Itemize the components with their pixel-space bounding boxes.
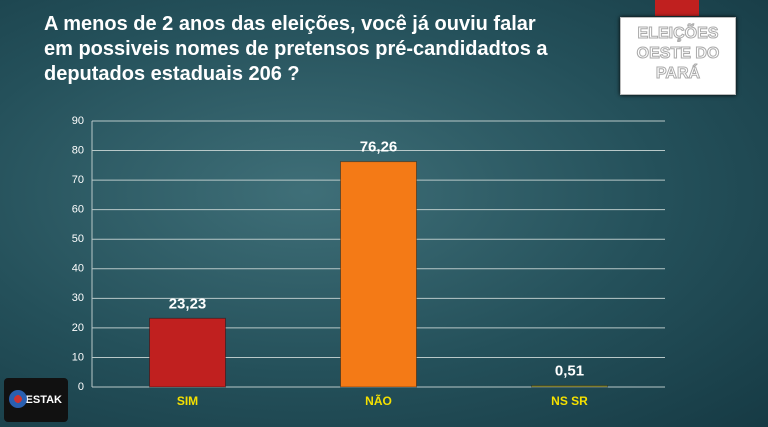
y-tick-label: 90 [72, 115, 84, 127]
value-label: 23,23 [169, 295, 207, 312]
chart-title: A menos de 2 anos das eleições, você já … [44, 13, 548, 85]
value-label: 76,26 [360, 139, 398, 156]
bar [531, 384, 608, 388]
y-tick-label: 50 [72, 233, 84, 245]
y-tick-label: 10 [72, 351, 84, 363]
y-tick-label: 30 [72, 292, 84, 304]
y-tick-label: 20 [72, 322, 84, 334]
logo: ELEIÇÕES OESTE DO PARÁ [620, 17, 736, 95]
bar [149, 317, 226, 388]
y-tick-label: 0 [78, 381, 84, 393]
bar [340, 161, 417, 388]
x-tick-label: NÃO [365, 393, 392, 408]
logo-tab [655, 0, 699, 16]
value-label: 0,51 [555, 362, 584, 379]
x-tick-label: NS SR [551, 394, 588, 408]
x-tick-label: SIM [177, 394, 198, 408]
y-tick-label: 40 [72, 263, 84, 275]
y-tick-label: 70 [72, 174, 84, 186]
y-tick-label: 60 [72, 204, 84, 216]
brand-logo: DESTAK [4, 378, 68, 422]
y-tick-label: 80 [72, 144, 84, 156]
